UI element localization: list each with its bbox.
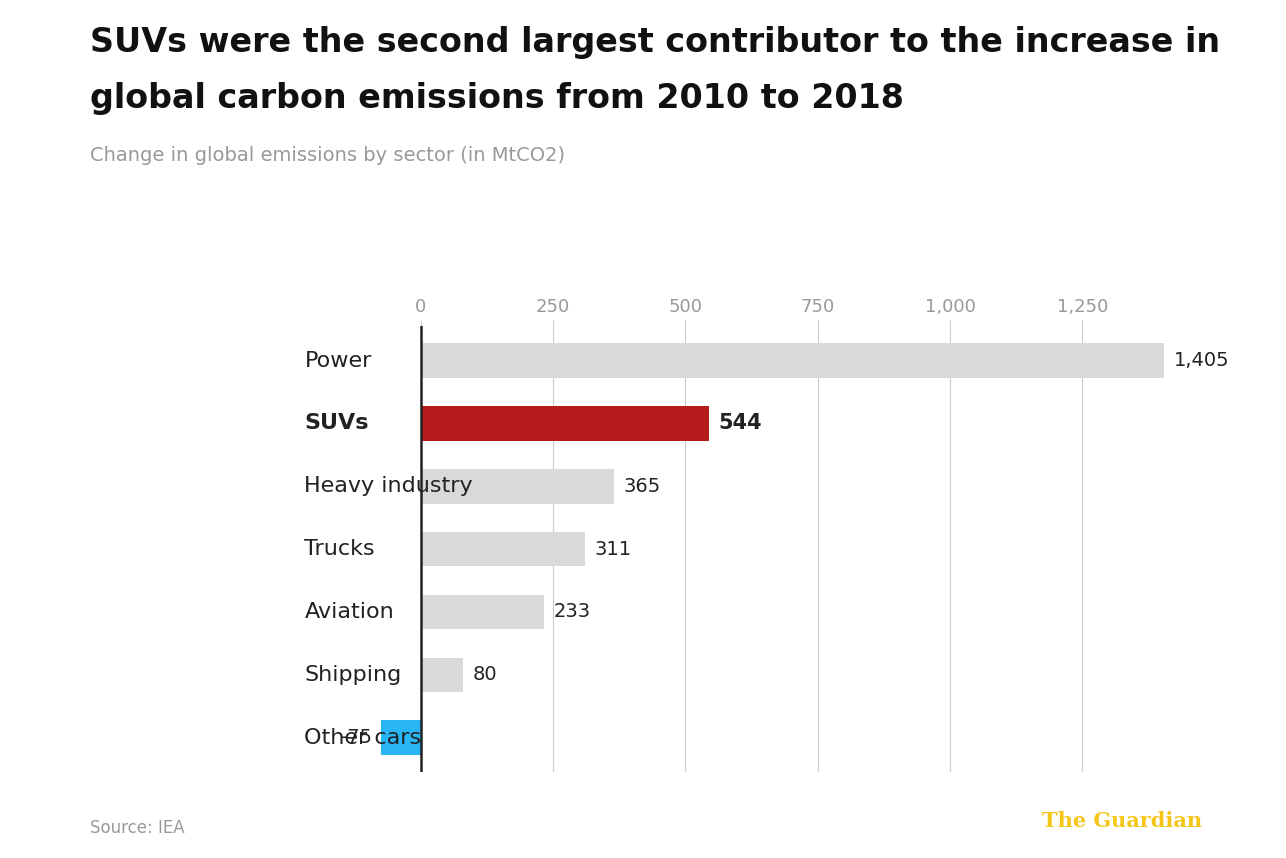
Text: Change in global emissions by sector (in MtCO2): Change in global emissions by sector (in… <box>90 146 565 165</box>
Bar <box>421 343 1164 378</box>
Bar <box>381 721 421 755</box>
Text: 365: 365 <box>624 477 661 496</box>
Text: Trucks: Trucks <box>305 539 376 559</box>
Text: 1,405: 1,405 <box>1174 351 1229 370</box>
Text: SUVs were the second largest contributor to the increase in: SUVs were the second largest contributor… <box>90 26 1220 58</box>
Text: 80: 80 <box>473 665 498 685</box>
Text: Shipping: Shipping <box>305 665 401 685</box>
Bar <box>421 469 613 504</box>
Text: 233: 233 <box>554 602 590 621</box>
Text: Aviation: Aviation <box>305 602 395 622</box>
Text: global carbon emissions from 2010 to 2018: global carbon emissions from 2010 to 201… <box>90 82 904 114</box>
Text: -75: -75 <box>340 728 372 747</box>
Text: Power: Power <box>305 351 372 371</box>
Text: 311: 311 <box>595 540 633 559</box>
Bar <box>421 406 709 441</box>
Text: Source: IEA: Source: IEA <box>90 819 185 837</box>
Text: The Guardian: The Guardian <box>1042 811 1202 831</box>
Bar <box>421 657 463 692</box>
Text: 544: 544 <box>719 414 761 433</box>
Text: SUVs: SUVs <box>305 414 369 433</box>
Text: Heavy industry: Heavy industry <box>305 476 473 496</box>
Bar <box>421 595 544 629</box>
Bar <box>421 532 585 566</box>
Text: Other cars: Other cars <box>305 728 422 747</box>
